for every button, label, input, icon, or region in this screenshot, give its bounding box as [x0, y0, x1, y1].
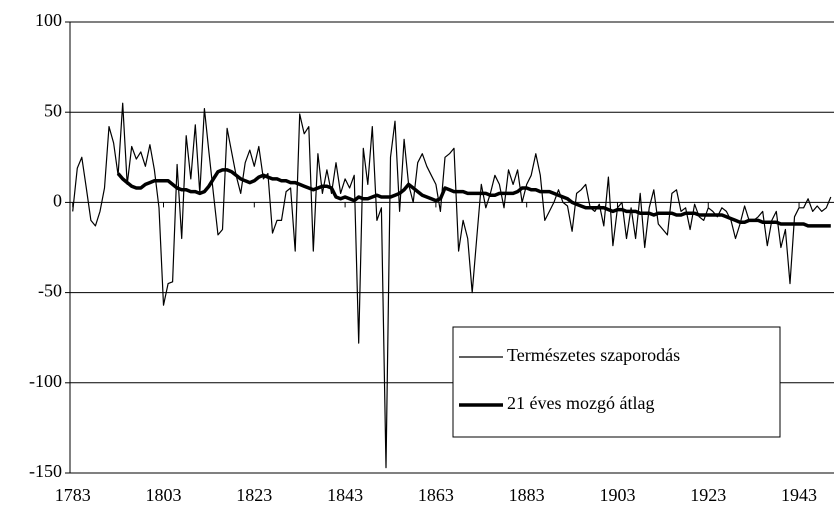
series-line — [72, 102, 832, 469]
x-tick-label: 1803 — [146, 485, 182, 505]
y-tick-label: 100 — [35, 10, 62, 30]
y-tick-label: 0 — [53, 191, 62, 211]
x-tick-label: 1863 — [418, 485, 454, 505]
x-tick-label: 1823 — [236, 485, 272, 505]
legend-label: 21 éves mozgó átlag — [507, 393, 654, 413]
y-tick-label: -150 — [29, 461, 62, 481]
x-tick-label: 1843 — [327, 485, 363, 505]
series-line — [116, 168, 831, 228]
y-tick-label: -50 — [38, 281, 62, 301]
y-tick-label: 50 — [44, 100, 62, 120]
x-tick-label: 1943 — [781, 485, 817, 505]
legend-box — [452, 326, 781, 438]
x-tick-label: 1903 — [599, 485, 635, 505]
legend-label: Természetes szaporodás — [507, 345, 680, 365]
x-tick-label: 1783 — [55, 485, 91, 505]
x-tick-label: 1923 — [690, 485, 726, 505]
y-tick-label: -100 — [29, 371, 62, 391]
x-tick-label: 1883 — [509, 485, 545, 505]
